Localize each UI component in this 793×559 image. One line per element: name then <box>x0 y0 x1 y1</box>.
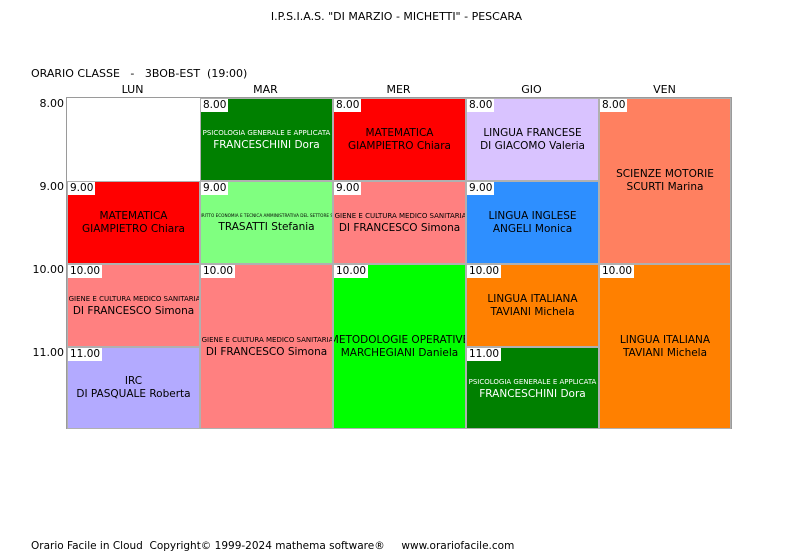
lesson-time: 10.00 <box>201 265 236 278</box>
lesson-teacher: DI FRANCESCO Simona <box>205 346 328 358</box>
lesson-subject: IGIENE E CULTURA MEDICO SANITARIA <box>333 212 466 220</box>
lesson-time: 9.00 <box>467 182 495 195</box>
lesson-teacher: TAVIANI Michela <box>490 305 575 318</box>
lesson-cell[interactable]: 10.00 METODOLOGIE OPERATIVE MARCHEGIANI … <box>333 264 466 429</box>
lesson-time: 9.00 <box>68 182 96 195</box>
lesson-subject: PSICOLOGIA GENERALE E APPLICATA <box>202 129 331 137</box>
lesson-subject: PSICOLOGIA GENERALE E APPLICATA <box>468 377 597 386</box>
lesson-time: 11.00 <box>68 348 103 361</box>
lesson-teacher: TRASATTI Stefania <box>218 221 315 233</box>
timetable-grid: 9.00 MATEMATICA GIAMPIETRO Chiara 10.00 … <box>66 97 732 429</box>
lesson-teacher: SCURTI Marina <box>626 181 704 193</box>
day-header-gio: GIO <box>521 83 542 96</box>
lesson-time: 10.00 <box>68 265 103 278</box>
lesson-cell[interactable]: 10.00 LINGUA ITALIANA TAVIANI Michela <box>466 264 599 347</box>
lesson-teacher: GIAMPIETRO Chiara <box>348 139 451 152</box>
lesson-time: 8.00 <box>201 99 229 112</box>
lesson-cell[interactable]: 9.00 IGIENE E CULTURA MEDICO SANITARIA D… <box>333 181 466 264</box>
footer-copyright: Orario Facile in Cloud Copyright© 1999-2… <box>31 540 515 552</box>
lesson-cell[interactable]: 8.00 LINGUA FRANCESE DI GIACOMO Valeria <box>466 98 599 181</box>
lesson-time: 9.00 <box>334 182 362 195</box>
class-label: ORARIO CLASSE - 3BOB-EST (19:00) <box>31 67 248 80</box>
lesson-teacher: TAVIANI Michela <box>622 346 708 359</box>
lesson-subject: LINGUA FRANCESE <box>483 126 582 139</box>
day-header-mer: MER <box>386 83 411 96</box>
hour-label-10: 10.00 <box>32 263 65 276</box>
lesson-time: 9.00 <box>201 182 229 195</box>
lesson-subject: LINGUA INGLESE <box>488 209 577 222</box>
day-header-ven: VEN <box>653 83 676 96</box>
hour-label-8: 8.00 <box>39 97 65 110</box>
lesson-teacher: DI FRANCESCO Simona <box>338 222 461 234</box>
lesson-teacher: DI GIACOMO Valeria <box>480 139 585 152</box>
lesson-teacher: DI PASQUALE Roberta <box>76 388 191 400</box>
lesson-teacher: ANGELI Monica <box>492 222 573 235</box>
lesson-time: 8.00 <box>334 99 362 112</box>
lesson-time: 8.00 <box>467 99 495 112</box>
lesson-time: 11.00 <box>467 348 502 361</box>
hour-label-9: 9.00 <box>39 180 65 193</box>
lesson-teacher: GIAMPIETRO Chiara <box>82 222 185 235</box>
lesson-cell[interactable]: 8.00 PSICOLOGIA GENERALE E APPLICATA FRA… <box>200 98 333 181</box>
lesson-subject: IRC <box>124 375 143 387</box>
lesson-subject: IGIENE E CULTURA MEDICO SANITARIA <box>200 336 333 344</box>
lesson-cell[interactable]: 9.00 MATEMATICA GIAMPIETRO Chiara <box>67 181 200 264</box>
lesson-teacher: FRANCESCHINI Dora <box>479 387 586 400</box>
lesson-cell[interactable]: 10.00 LINGUA ITALIANA TAVIANI Michela <box>599 264 731 429</box>
lesson-teacher: MARCHEGIANI Daniela <box>340 346 459 359</box>
lesson-subject: LINGUA ITALIANA <box>619 333 711 346</box>
lesson-cell[interactable]: 11.00 IRC DI PASQUALE Roberta <box>67 347 200 429</box>
lesson-subject: METODOLOGIE OPERATIVE <box>333 333 466 346</box>
day-header-lun: LUN <box>121 83 144 96</box>
day-header-mar: MAR <box>253 83 278 96</box>
lesson-time: 10.00 <box>600 265 635 278</box>
lesson-teacher: DI FRANCESCO Simona <box>72 305 195 317</box>
lesson-subject: SCIENZE MOTORIE <box>616 168 714 180</box>
lesson-cell[interactable]: 8.00 MATEMATICA GIAMPIETRO Chiara <box>333 98 466 181</box>
lesson-cell[interactable]: 10.00 IGIENE E CULTURA MEDICO SANITARIA … <box>67 264 200 347</box>
lesson-subject: LINGUA ITALIANA <box>487 292 578 305</box>
school-title: I.P.S.I.A.S. "DI MARZIO - MICHETTI" - PE… <box>270 10 523 23</box>
lesson-time: 10.00 <box>334 265 369 278</box>
lesson-subject: DIRITTO ECONOMIA E TECNICA AMMINISTRATIV… <box>200 213 333 218</box>
lesson-time: 8.00 <box>600 99 628 112</box>
lesson-cell[interactable]: 8.00 SCIENZE MOTORIE SCURTI Marina <box>599 98 731 264</box>
lesson-subject: MATEMATICA <box>99 209 168 222</box>
lesson-time: 10.00 <box>467 265 502 278</box>
lesson-cell[interactable]: 9.00 LINGUA INGLESE ANGELI Monica <box>466 181 599 264</box>
lesson-subject: IGIENE E CULTURA MEDICO SANITARIA <box>67 295 200 303</box>
hour-label-11: 11.00 <box>32 346 65 359</box>
lesson-cell[interactable]: 9.00 DIRITTO ECONOMIA E TECNICA AMMINIST… <box>200 181 333 264</box>
lesson-teacher: FRANCESCHINI Dora <box>213 139 320 151</box>
lesson-cell[interactable]: 10.00 IGIENE E CULTURA MEDICO SANITARIA … <box>200 264 333 429</box>
lesson-subject: MATEMATICA <box>365 126 434 139</box>
lesson-cell[interactable]: 11.00 PSICOLOGIA GENERALE E APPLICATA FR… <box>466 347 599 429</box>
